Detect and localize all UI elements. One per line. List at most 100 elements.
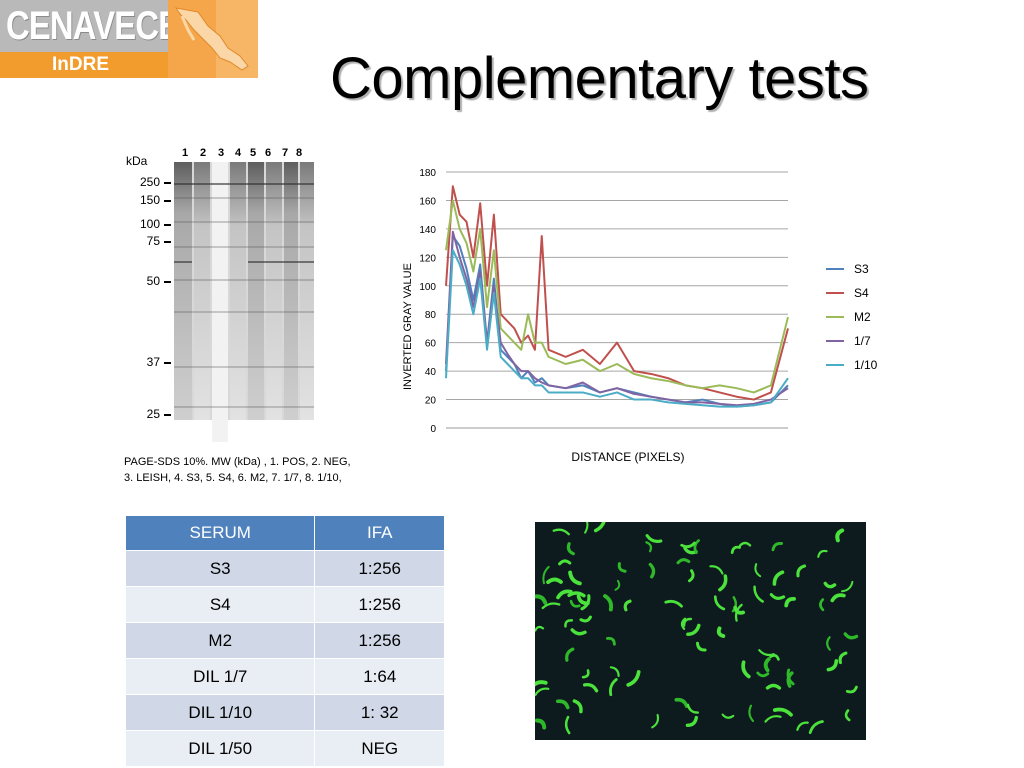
- parasite: [686, 623, 701, 637]
- parasite: [826, 636, 831, 651]
- table-row: M2 1:256: [124, 622, 445, 659]
- parasite: [843, 632, 859, 640]
- parasite: [535, 594, 548, 605]
- parasite: [674, 697, 689, 708]
- logo-subname: InDRE: [52, 54, 109, 75]
- y-tick-label: 120: [419, 253, 436, 264]
- parasite: [721, 713, 735, 719]
- ifa-cell: 1:256: [314, 586, 445, 623]
- fluorescent-parasites-image: [535, 522, 859, 735]
- parasite: [764, 715, 782, 723]
- chart-series-lines: [445, 185, 789, 408]
- y-tick-label: 100: [419, 282, 436, 293]
- parasite: [733, 605, 745, 615]
- cenavece-logo: CENAVECE InDRE: [0, 0, 258, 78]
- ifa-micrograph: [535, 522, 866, 740]
- marker-label: 250: [139, 175, 160, 189]
- parasite: [651, 713, 660, 729]
- legend-label: M2: [854, 310, 871, 324]
- parasite: [756, 671, 770, 678]
- parasite: [606, 636, 616, 646]
- chart-grid: [446, 171, 788, 429]
- logo-name: CENAVECE: [6, 4, 180, 48]
- serum-ifa-table: SERUM IFA S3 1:256 S4 1:256 M2 1:256 DIL 1/…: [124, 515, 445, 767]
- parasite: [753, 585, 764, 603]
- parasite: [565, 647, 575, 662]
- y-tick-label: 0: [430, 424, 436, 435]
- serum-cell: M2: [124, 622, 316, 659]
- parasite: [696, 641, 707, 652]
- ifa-cell: 1:256: [314, 550, 445, 587]
- parasite: [564, 619, 574, 628]
- parasite: [623, 599, 632, 612]
- parasite: [541, 602, 561, 610]
- parasite: [564, 715, 571, 735]
- lane-label: 5: [250, 147, 257, 159]
- legend-label: 1/7: [854, 334, 871, 348]
- lane-label: 1: [182, 147, 189, 159]
- parasite: [830, 593, 846, 603]
- parasite: [682, 617, 693, 627]
- table-header: IFA: [314, 515, 445, 551]
- parasite: [664, 599, 683, 608]
- serum-cell: DIL 1/7: [124, 658, 316, 695]
- y-axis-label: INVERTED GRAY VALUE: [402, 263, 414, 390]
- legend-label: S3: [854, 262, 869, 276]
- parasite: [542, 565, 550, 585]
- marker-tick: [164, 224, 171, 226]
- series-line-1-7: [445, 230, 789, 407]
- parasite: [546, 577, 563, 585]
- x-axis-label: DISTANCE (PIXELS): [571, 450, 684, 464]
- parasite: [817, 549, 828, 558]
- parasite: [680, 617, 687, 630]
- y-tick-label: 60: [425, 339, 437, 350]
- parasite: [772, 570, 785, 586]
- parasite: [535, 687, 550, 697]
- parasite: [758, 649, 775, 657]
- parasite: [718, 574, 728, 592]
- parasite: [582, 683, 599, 693]
- parasite: [819, 598, 825, 612]
- parasite: [558, 559, 572, 566]
- series-line-1-10: [445, 249, 789, 408]
- y-tick-labels: 0 20 40 60 80 100 120 140 160 180: [419, 168, 436, 435]
- marker-tick: [164, 200, 171, 202]
- serum-cell: DIL 1/50: [124, 730, 316, 767]
- parasite: [845, 685, 858, 694]
- parasite: [576, 594, 590, 606]
- parasite: [808, 720, 824, 734]
- parasite: [579, 615, 592, 623]
- parasite: [609, 678, 618, 697]
- mexico-map-icon: [168, 0, 258, 78]
- parasite: [841, 580, 854, 593]
- lane-label: 8: [296, 147, 303, 159]
- y-tick-label: 180: [419, 168, 436, 179]
- marker-tick: [164, 281, 171, 283]
- lane-label: 3: [218, 147, 225, 159]
- parasite: [769, 654, 780, 661]
- parasite: [769, 593, 786, 600]
- parasite: [844, 709, 851, 722]
- parasite: [567, 591, 586, 598]
- kda-unit-label: kDa: [126, 154, 148, 168]
- logo-orange-band: [0, 52, 168, 78]
- parasite: [535, 680, 548, 687]
- gel-caption: PAGE-SDS 10%. MW (kDa) , 1. POS, 2. NEG,…: [124, 456, 351, 484]
- parasite: [568, 570, 582, 586]
- parasite: [784, 596, 796, 608]
- parasite: [556, 699, 570, 710]
- parasite: [731, 596, 737, 613]
- parasite: [826, 659, 839, 672]
- parasite: [570, 628, 587, 636]
- parasite: [748, 704, 755, 723]
- serum-cell: DIL 1/10: [124, 694, 316, 731]
- marker-label: 150: [139, 193, 160, 207]
- marker-tick: [164, 414, 171, 416]
- lane-label: 2: [200, 147, 207, 159]
- table-row: S3 1:256: [124, 550, 445, 587]
- marker-label: 50: [146, 274, 160, 288]
- parasite: [709, 565, 724, 575]
- parasite: [535, 718, 547, 730]
- y-tick-label: 160: [419, 196, 436, 207]
- parasite: [713, 595, 726, 611]
